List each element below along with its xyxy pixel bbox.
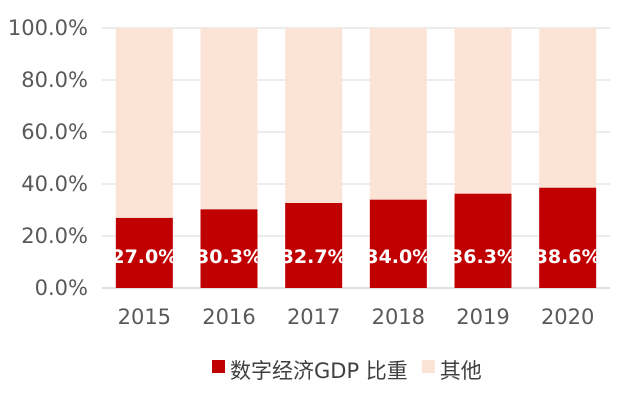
y-tick-label: 40.0% xyxy=(21,172,88,196)
bar-digital-economy xyxy=(285,202,343,288)
bar-other xyxy=(369,28,427,200)
bar-other xyxy=(115,28,173,218)
bar-digital-economy xyxy=(369,199,427,288)
data-label: 30.3% xyxy=(196,246,262,268)
y-tick-label: 60.0% xyxy=(21,120,88,144)
data-label: 32.7% xyxy=(281,246,347,268)
data-label: 34.0% xyxy=(365,246,431,268)
y-tick-label: 0.0% xyxy=(35,276,88,300)
data-label: 36.3% xyxy=(450,246,516,268)
legend-label-digital-economy: 数字经济GDP 比重 xyxy=(230,359,408,383)
bar-digital-economy xyxy=(200,209,258,288)
bar-digital-economy xyxy=(115,217,173,288)
bar-digital-economy xyxy=(454,193,512,288)
data-label: 38.6% xyxy=(535,246,601,268)
bar-other xyxy=(539,28,597,188)
bar-other xyxy=(454,28,512,194)
x-tick-label: 2015 xyxy=(118,305,171,329)
x-tick-label: 2020 xyxy=(541,305,594,329)
x-tick-label: 2018 xyxy=(372,305,425,329)
gridlines xyxy=(102,27,610,289)
data-label: 27.0% xyxy=(111,246,177,268)
x-tick-label: 2017 xyxy=(287,305,340,329)
legend: 数字经济GDP 比重 其他 xyxy=(212,359,482,383)
legend-swatch-digital-economy xyxy=(212,360,225,373)
y-tick-label: 100.0% xyxy=(8,16,88,40)
bar-other xyxy=(200,28,258,210)
bar-other xyxy=(285,28,343,203)
y-tick-label: 20.0% xyxy=(21,224,88,248)
legend-swatch-other xyxy=(421,360,435,373)
x-tick-label: 2016 xyxy=(202,305,255,329)
bars xyxy=(115,28,597,288)
axes: 0.0% 20.0% 40.0% 60.0% 80.0% 100.0% 2015 2016 20… xyxy=(8,16,594,329)
y-tick-label: 80.0% xyxy=(21,68,88,92)
legend-label-other: 其他 xyxy=(440,359,482,383)
x-tick-label: 2019 xyxy=(456,305,509,329)
data-labels: 27.0% 30.3% 32.7% 34.0% 36.3% 38.6% xyxy=(111,246,600,268)
bar-digital-economy xyxy=(539,187,597,288)
